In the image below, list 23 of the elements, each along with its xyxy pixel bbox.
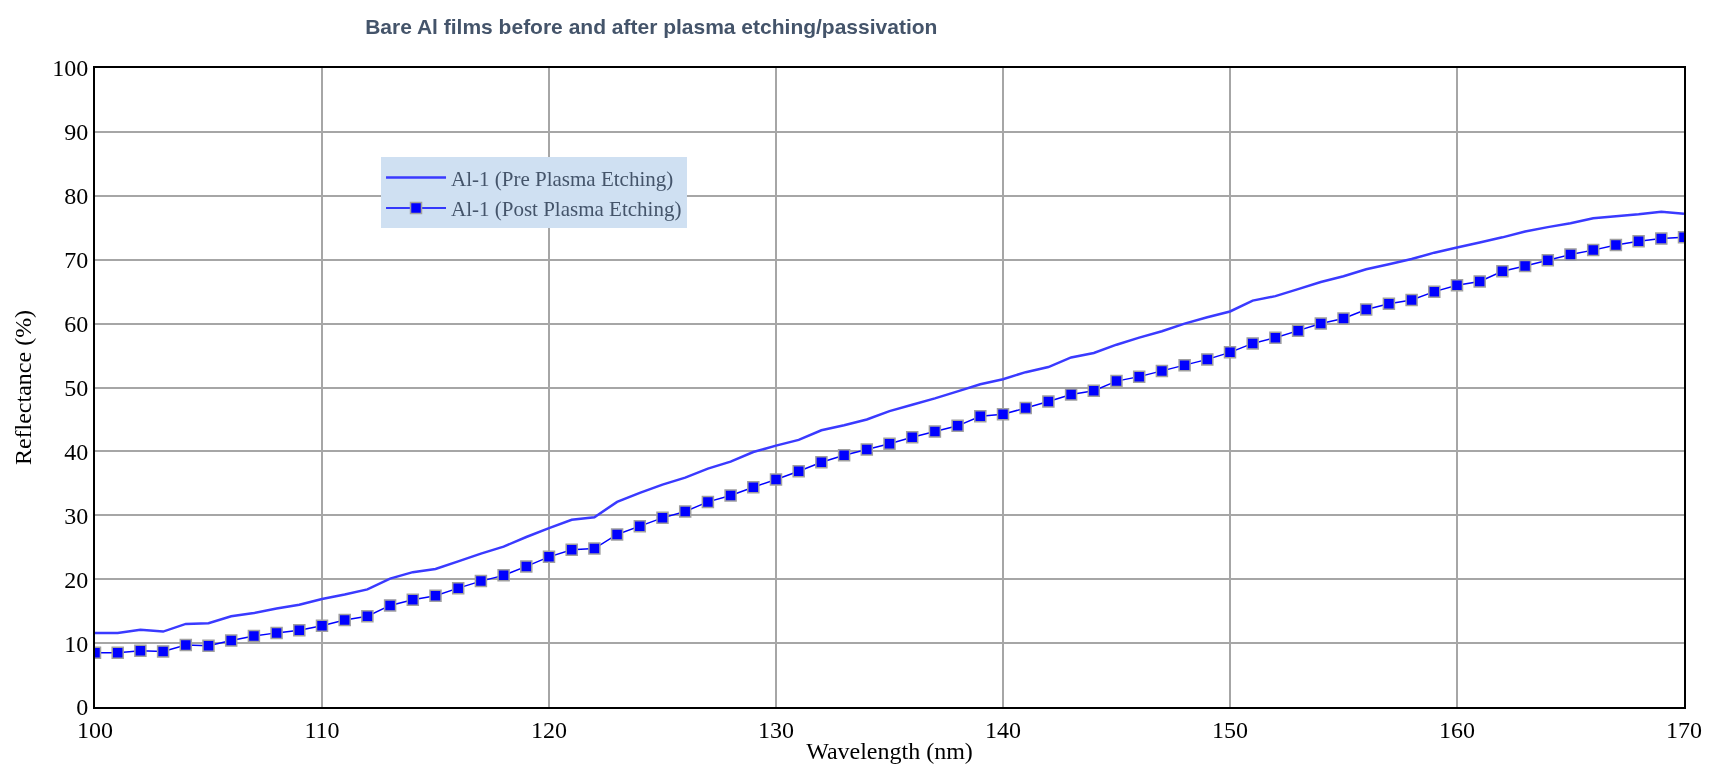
y-tick-label: 0	[76, 694, 89, 721]
y-axis-title: Reflectance (%)	[9, 309, 36, 466]
y-tick-label: 100	[52, 55, 89, 82]
y-tick-label: 40	[64, 438, 89, 465]
x-tick-label: 150	[1212, 716, 1248, 743]
y-tick-label: 80	[64, 183, 89, 210]
y-tick-label: 70	[64, 247, 89, 274]
y-tick-label: 30	[64, 502, 89, 529]
x-axis-title: Wavelength (nm)	[806, 737, 973, 764]
y-tick-label: 50	[64, 374, 89, 401]
y-tick-label: 90	[64, 119, 89, 146]
chart-title: Bare Al films before and after plasma etching/passivation	[365, 15, 938, 38]
x-tick-label: 160	[1439, 716, 1475, 743]
x-tick-label: 170	[1666, 716, 1702, 743]
y-tick-label: 20	[64, 566, 89, 593]
x-tick-label: 130	[758, 716, 794, 743]
x-tick-label: 120	[531, 716, 567, 743]
x-tick-label: 140	[985, 716, 1021, 743]
y-tick-label: 60	[64, 311, 89, 337]
legend-label: Al-1 (Pre Plasma Etching)	[451, 166, 674, 191]
y-tick-label: 10	[64, 630, 89, 657]
legend-label: Al-1 (Post Plasma Etching)	[451, 197, 682, 222]
x-tick-label: 110	[304, 716, 340, 743]
